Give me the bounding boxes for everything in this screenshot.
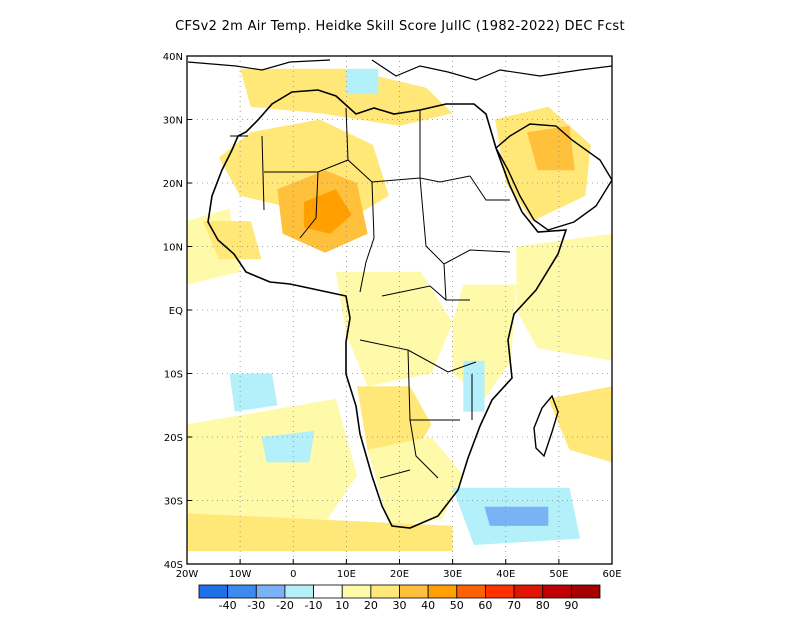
colorbar-label: 90: [564, 599, 578, 612]
region-atlantic-cool-1: [229, 373, 278, 412]
latitude-axis: 40N 30N 20N 10N EQ 10S 20S 30S 40S: [163, 52, 192, 571]
colorbar-label: 60: [478, 599, 492, 612]
lon-tick-label: 10E: [337, 569, 356, 580]
region-indian-ocean-warm: [548, 386, 612, 463]
region-south-ocean-core: [484, 506, 549, 526]
region-med-cool: [346, 68, 379, 95]
region-southern-africa: [367, 437, 464, 526]
colorbar-swatch: [542, 584, 572, 599]
arabia-coastline: [495, 123, 612, 231]
colorbar-swatch: [198, 584, 229, 599]
colorbar-swatch: [485, 584, 515, 599]
colorbar-label: -10: [305, 599, 323, 612]
colorbar-swatch: [341, 584, 372, 599]
colorbar-label: -20: [276, 599, 294, 612]
skill-shading: [187, 68, 612, 552]
colorbar-label: -40: [219, 599, 237, 612]
colorbar-label: 30: [393, 599, 407, 612]
africa-coastline: [207, 89, 568, 529]
region-lake-region-cool: [463, 360, 485, 412]
colorbar-label: 20: [364, 599, 378, 612]
lat-tick-label: EQ: [169, 306, 183, 317]
country-borders: [230, 107, 511, 479]
region-atlantic-south: [187, 398, 357, 539]
lat-tick-label: 10S: [164, 370, 183, 381]
colorbar-swatch: [370, 584, 400, 599]
colorbar: -40 -30 -20 -10 10 20 30 40 50 60 70 80 90: [198, 584, 601, 612]
colorbar-label: 50: [450, 599, 464, 612]
lat-tick-label: 20S: [164, 433, 183, 444]
colorbar-label: 40: [421, 599, 435, 612]
colorbar-swatch: [513, 584, 544, 599]
colorbar-swatch: [456, 584, 486, 599]
map-title: CFSv2 2m Air Temp. Heidke Skill Score Ju…: [175, 19, 625, 34]
colorbar-label: -30: [247, 599, 265, 612]
madagascar-coastline: [533, 394, 559, 458]
lon-tick-label: 30E: [443, 569, 462, 580]
colorbar-label: 10: [335, 599, 349, 612]
region-south-band: [187, 513, 453, 552]
lon-tick-label: 20E: [390, 569, 409, 580]
colorbar-label: 80: [536, 599, 550, 612]
lat-tick-label: 30S: [164, 497, 183, 508]
lat-tick-label: 40N: [163, 52, 183, 63]
region-arabia-core: [527, 125, 575, 171]
lat-tick-label: 30N: [163, 116, 183, 127]
colorbar-swatch: [313, 584, 343, 599]
region-congo-mild: [335, 271, 453, 387]
region-indian-ocean-mild: [516, 233, 612, 361]
region-west-africa-coast: [202, 221, 262, 260]
lon-tick-label: 0: [290, 569, 296, 580]
lat-tick-label: 20N: [163, 179, 183, 190]
lon-tick-label: 10W: [229, 569, 252, 580]
europe-coastline: [187, 59, 612, 81]
longitude-axis: 20W 10W 0 10E 20E 30E 40E 50E 60E: [176, 559, 622, 580]
coastlines: [187, 59, 612, 529]
lon-tick-label: 20W: [176, 569, 199, 580]
lon-tick-label: 40E: [496, 569, 515, 580]
colorbar-swatch: [427, 584, 458, 599]
region-atlantic-cool-2: [261, 430, 315, 463]
colorbar-swatch: [227, 584, 257, 599]
region-west-africa-core: [303, 189, 352, 234]
colorbar-swatch: [399, 584, 429, 599]
colorbar-swatch: [570, 584, 601, 599]
colorbar-swatch: [284, 584, 314, 599]
lon-tick-label: 50E: [549, 569, 568, 580]
colorbar-label: 70: [507, 599, 521, 612]
lat-tick-label: 40S: [164, 560, 183, 571]
lat-tick-label: 10N: [163, 243, 183, 254]
colorbar-swatch: [255, 584, 286, 599]
lon-tick-label: 60E: [602, 569, 621, 580]
